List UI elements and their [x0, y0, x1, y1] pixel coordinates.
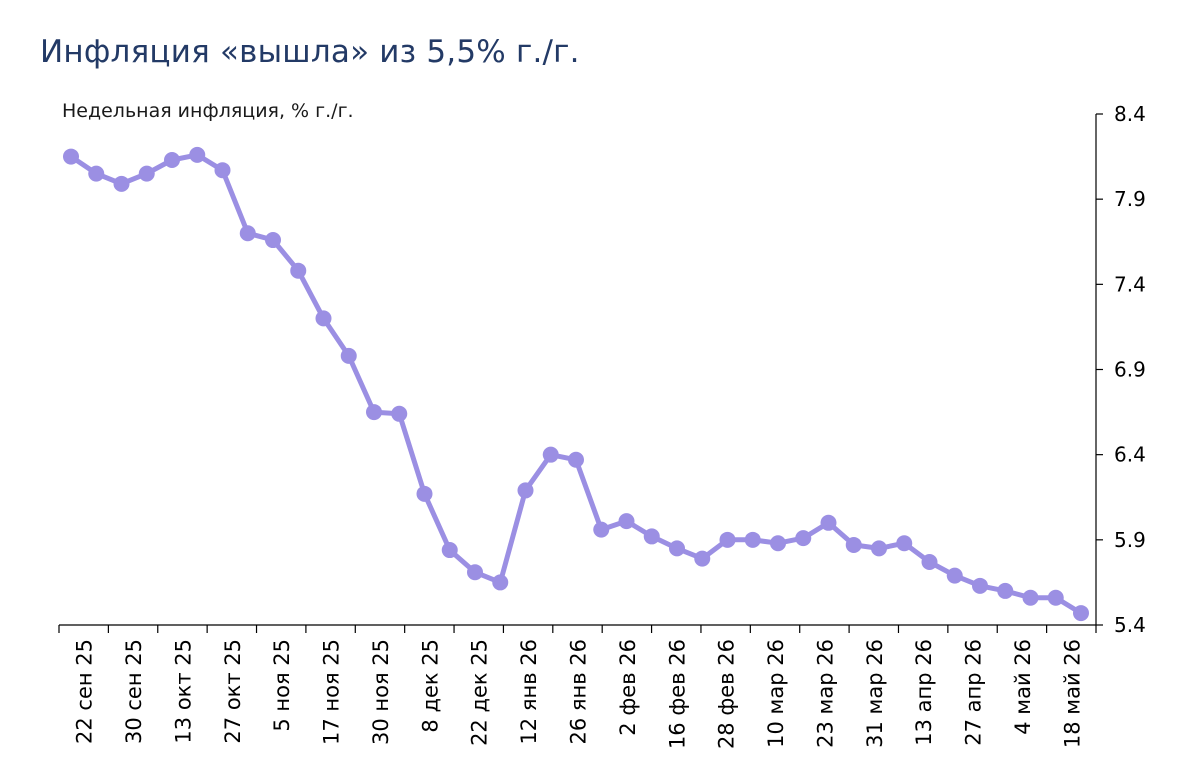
data-point — [492, 574, 509, 591]
data-point — [669, 540, 685, 557]
x-tick-label: 13 апр 26 — [912, 639, 936, 746]
data-point — [138, 165, 155, 182]
data-point — [744, 531, 761, 548]
x-tick-label: 8 дек 25 — [418, 639, 442, 733]
data-point — [946, 567, 963, 584]
data-point — [517, 482, 534, 499]
data-point — [1073, 605, 1089, 622]
x-tick-label: 10 мар 26 — [764, 639, 788, 748]
x-tick-label: 13 окт 25 — [171, 639, 195, 744]
x-tick-label: 12 янв 26 — [517, 639, 541, 745]
data-point — [1022, 589, 1039, 606]
data-point — [896, 535, 913, 552]
data-point — [820, 514, 837, 531]
data-point — [871, 540, 887, 557]
data-point — [340, 347, 357, 364]
x-tick-label: 4 май 26 — [1011, 639, 1035, 735]
x-tick-label: 30 ноя 25 — [369, 639, 393, 745]
x-tick-label: 31 мар 26 — [863, 639, 887, 748]
data-point — [643, 528, 660, 545]
data-point — [265, 232, 281, 249]
y-tick-label: 6.9 — [1114, 358, 1146, 382]
y-tick-label: 7.4 — [1114, 272, 1146, 296]
y-tick-label: 5.4 — [1114, 613, 1146, 637]
data-point — [997, 582, 1014, 599]
x-tick-label: 27 апр 26 — [962, 639, 986, 746]
x-tick-label: 16 фев 26 — [665, 639, 689, 749]
data-point — [542, 446, 559, 463]
data-point — [467, 564, 483, 581]
y-tick-label: 7.9 — [1114, 187, 1146, 211]
x-tick-label: 22 дек 25 — [468, 639, 492, 746]
data-point — [795, 530, 812, 547]
data-point — [164, 151, 180, 168]
data-point — [770, 535, 786, 552]
series-line — [68, 152, 1084, 616]
data-point — [972, 577, 988, 594]
x-tick-label: 26 янв 26 — [567, 639, 591, 745]
data-point — [416, 485, 433, 502]
data-point — [618, 513, 635, 530]
data-point — [239, 225, 256, 242]
data-point — [214, 162, 231, 179]
y-tick-label: 8.4 — [1114, 102, 1146, 126]
data-point — [63, 148, 79, 165]
data-point — [88, 165, 105, 182]
x-tick-label: 28 фев 26 — [715, 639, 739, 749]
data-point — [719, 531, 736, 548]
chart-title: Инфляция «вышла» из 5,5% г./г. — [40, 34, 580, 70]
x-tick-label: 23 мар 26 — [813, 639, 837, 748]
x-tick-label: 18 май 26 — [1060, 639, 1084, 748]
data-point — [845, 536, 862, 553]
data-point — [568, 451, 584, 468]
data-point — [113, 175, 130, 192]
data-point — [290, 262, 307, 279]
y-tick-label: 6.4 — [1114, 443, 1146, 467]
data-point — [189, 146, 206, 163]
x-tick-label: 30 сен 25 — [122, 639, 146, 744]
y-axis-label: Недельная инфляция, % г./г. — [62, 100, 354, 122]
data-point — [694, 550, 711, 567]
data-point — [366, 404, 382, 421]
x-tick-label: 22 сен 25 — [73, 639, 97, 744]
x-tick-label: 5 ноя 25 — [270, 639, 294, 732]
data-point — [441, 542, 458, 559]
x-tick-label: 17 ноя 25 — [320, 639, 344, 745]
y-tick-label: 5.9 — [1114, 528, 1146, 552]
data-point — [1047, 589, 1064, 606]
data-point — [391, 405, 408, 422]
data-point — [315, 310, 332, 327]
x-tick-label: 27 окт 25 — [221, 639, 245, 744]
data-point — [593, 521, 610, 538]
data-point — [921, 553, 938, 570]
x-tick-label: 2 фев 26 — [616, 639, 640, 736]
